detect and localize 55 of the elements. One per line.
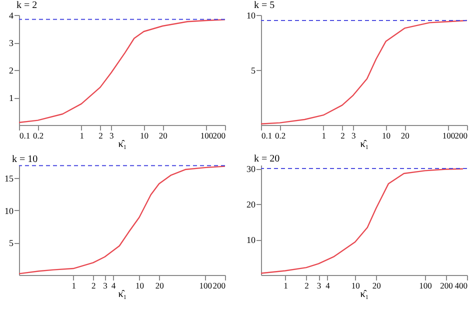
x-tick-label: 10 — [351, 280, 360, 290]
x-tick-label: 1 — [72, 280, 76, 290]
y-tick-label: 3 — [9, 38, 14, 48]
x-tick-label: 100 — [200, 130, 214, 140]
y-tick-label: 10 — [246, 235, 256, 246]
y-tick-label: 1 — [9, 93, 14, 103]
x-tick-label: 2 — [304, 280, 309, 290]
x-axis-title: κ̂₁ — [118, 289, 127, 300]
y-tick-label: 2 — [9, 66, 14, 76]
x-tick-label: 20 — [400, 130, 410, 140]
y-tick-label: 20 — [246, 200, 256, 210]
chart-title: k = 20 — [254, 154, 280, 165]
y-tick-label: 4 — [9, 10, 14, 20]
x-tick-label: 100 — [199, 280, 212, 290]
x-tick-label: 200 — [440, 280, 453, 290]
x-tick-label: 10 — [382, 130, 391, 140]
x-axis-title: κ̂₁ — [118, 139, 127, 150]
chart-title: k = 5 — [254, 0, 275, 11]
x-tick-label: 0.1 — [20, 130, 30, 140]
x-tick-label: 200 — [454, 130, 468, 140]
x-tick-label: 10 — [135, 280, 144, 290]
x-tick-label: 20 — [158, 130, 168, 140]
x-tick-label: 20 — [372, 280, 381, 290]
x-tick-label: 4 — [326, 280, 331, 290]
y-tick-label: 10 — [4, 206, 14, 216]
y-tick-label: 30 — [246, 164, 256, 174]
x-axis-title: κ̂₁ — [360, 139, 369, 150]
x-tick-label: 2 — [98, 130, 103, 140]
chart-title: k = 2 — [16, 0, 38, 11]
x-tick-label: 100 — [419, 280, 432, 290]
x-tick-label: 20 — [155, 280, 164, 290]
x-tick-label: 2 — [92, 280, 96, 290]
x-axis-title: κ̂₁ — [360, 289, 369, 300]
x-tick-label: 0.1 — [262, 130, 272, 140]
x-tick-label: 2 — [340, 130, 345, 140]
x-tick-label: 1 — [284, 280, 288, 290]
x-tick-label: 10 — [140, 130, 149, 140]
y-tick-label: 5 — [251, 66, 256, 76]
x-tick-label: 100 — [442, 130, 456, 140]
x-tick-label: 200 — [212, 280, 226, 290]
x-tick-label: 200 — [212, 130, 226, 140]
x-tick-label: 3 — [316, 280, 322, 290]
y-tick-label: 15 — [4, 173, 14, 184]
y-tick-label: 5 — [9, 238, 14, 248]
x-tick-label: 4 — [111, 280, 116, 290]
x-tick-label: 3 — [352, 130, 356, 140]
chart-title: k = 10 — [12, 154, 38, 165]
x-tick-label: 0.2 — [32, 130, 44, 140]
x-tick-label: 1 — [80, 130, 84, 140]
x-tick-label: 0.2 — [274, 130, 286, 140]
x-tick-label: 1 — [322, 130, 326, 140]
x-tick-label: 400 — [454, 280, 468, 290]
x-tick-label: 3 — [103, 280, 108, 290]
y-tick-label: 10 — [246, 10, 256, 20]
x-tick-label: 3 — [110, 130, 114, 140]
